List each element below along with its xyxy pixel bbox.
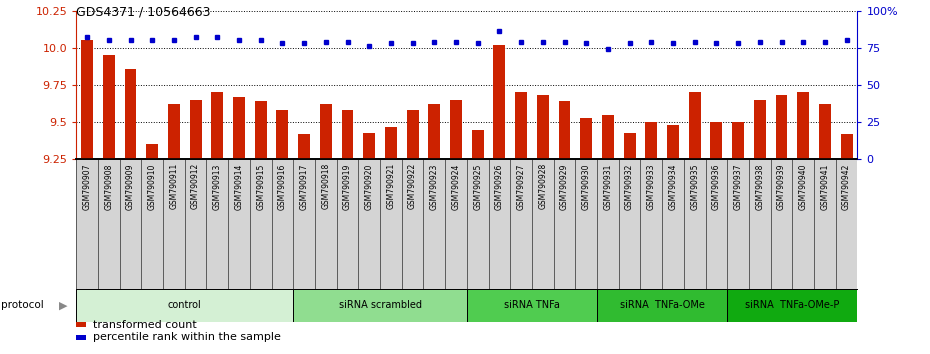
FancyBboxPatch shape	[76, 289, 293, 322]
Text: transformed count: transformed count	[93, 320, 197, 330]
Bar	[255, 101, 267, 159]
Bar	[624, 132, 635, 159]
Text: GSM790916: GSM790916	[278, 163, 287, 210]
Text: GSM790925: GSM790925	[473, 163, 483, 210]
Text: siRNA TNFa: siRNA TNFa	[504, 300, 560, 310]
Bar	[841, 134, 853, 159]
Bar	[515, 92, 527, 159]
Bar	[299, 134, 310, 159]
Text: GSM790926: GSM790926	[495, 163, 504, 210]
Text: control: control	[168, 300, 202, 310]
Text: GSM790917: GSM790917	[299, 163, 309, 210]
Text: GSM790941: GSM790941	[820, 163, 830, 210]
Bar	[732, 122, 744, 159]
Bar	[429, 104, 440, 159]
FancyBboxPatch shape	[467, 289, 597, 322]
Bar	[385, 127, 397, 159]
Text: GSM790919: GSM790919	[343, 163, 352, 210]
Text: GSM790912: GSM790912	[191, 163, 200, 210]
Text: GSM790923: GSM790923	[430, 163, 439, 210]
Bar	[472, 130, 484, 159]
Text: GSM790931: GSM790931	[604, 163, 613, 210]
Bar	[190, 100, 202, 159]
Text: GSM790934: GSM790934	[669, 163, 678, 210]
Bar	[580, 118, 592, 159]
Bar	[776, 95, 788, 159]
Text: GSM790914: GSM790914	[234, 163, 244, 210]
Text: GDS4371 / 10564663: GDS4371 / 10564663	[76, 5, 211, 18]
Text: GSM790933: GSM790933	[646, 163, 656, 210]
Bar	[819, 104, 830, 159]
Text: GSM790911: GSM790911	[169, 163, 179, 210]
Text: GSM790920: GSM790920	[365, 163, 374, 210]
Text: GSM790921: GSM790921	[386, 163, 395, 210]
Text: ▶: ▶	[59, 300, 67, 310]
Text: GSM790913: GSM790913	[213, 163, 222, 210]
Bar	[103, 55, 114, 159]
Text: percentile rank within the sample: percentile rank within the sample	[93, 332, 281, 342]
Bar	[125, 69, 137, 159]
Text: siRNA  TNFa-OMe-P: siRNA TNFa-OMe-P	[745, 300, 840, 310]
Bar	[168, 104, 179, 159]
Bar	[450, 100, 462, 159]
Bar	[537, 95, 549, 159]
Text: GSM790910: GSM790910	[148, 163, 157, 210]
Text: protocol: protocol	[1, 300, 44, 310]
Bar	[341, 110, 353, 159]
FancyBboxPatch shape	[727, 289, 857, 322]
Bar	[645, 122, 658, 159]
Text: GSM790918: GSM790918	[321, 163, 330, 210]
Text: GSM790930: GSM790930	[581, 163, 591, 210]
Text: GSM790922: GSM790922	[408, 163, 418, 210]
Bar	[320, 104, 332, 159]
FancyBboxPatch shape	[293, 289, 467, 322]
Text: siRNA  TNFa-OMe: siRNA TNFa-OMe	[619, 300, 705, 310]
Text: GSM790936: GSM790936	[711, 163, 721, 210]
Bar	[494, 45, 505, 159]
Text: GSM790929: GSM790929	[560, 163, 569, 210]
Text: GSM790909: GSM790909	[126, 163, 135, 210]
Bar	[667, 125, 679, 159]
Bar	[559, 101, 570, 159]
Text: GSM790924: GSM790924	[451, 163, 460, 210]
Bar	[797, 92, 809, 159]
FancyBboxPatch shape	[597, 289, 727, 322]
Bar	[146, 144, 158, 159]
Text: GSM790939: GSM790939	[777, 163, 786, 210]
Bar	[364, 132, 375, 159]
Text: GSM790932: GSM790932	[625, 163, 634, 210]
Bar	[689, 92, 700, 159]
Bar	[276, 110, 288, 159]
Bar	[754, 100, 765, 159]
Text: GSM790908: GSM790908	[104, 163, 113, 210]
Bar	[233, 97, 245, 159]
Text: GSM790937: GSM790937	[734, 163, 743, 210]
Bar	[406, 110, 419, 159]
Bar	[81, 40, 93, 159]
Text: siRNA scrambled: siRNA scrambled	[339, 300, 421, 310]
Text: GSM790915: GSM790915	[256, 163, 265, 210]
Text: GSM790938: GSM790938	[755, 163, 764, 210]
Text: GSM790927: GSM790927	[516, 163, 525, 210]
Text: GSM790928: GSM790928	[538, 163, 548, 210]
Text: GSM790935: GSM790935	[690, 163, 699, 210]
Bar	[211, 92, 223, 159]
Text: GSM790940: GSM790940	[799, 163, 808, 210]
Bar	[711, 122, 723, 159]
Bar	[602, 115, 614, 159]
Text: GSM790907: GSM790907	[83, 163, 92, 210]
Text: GSM790942: GSM790942	[842, 163, 851, 210]
